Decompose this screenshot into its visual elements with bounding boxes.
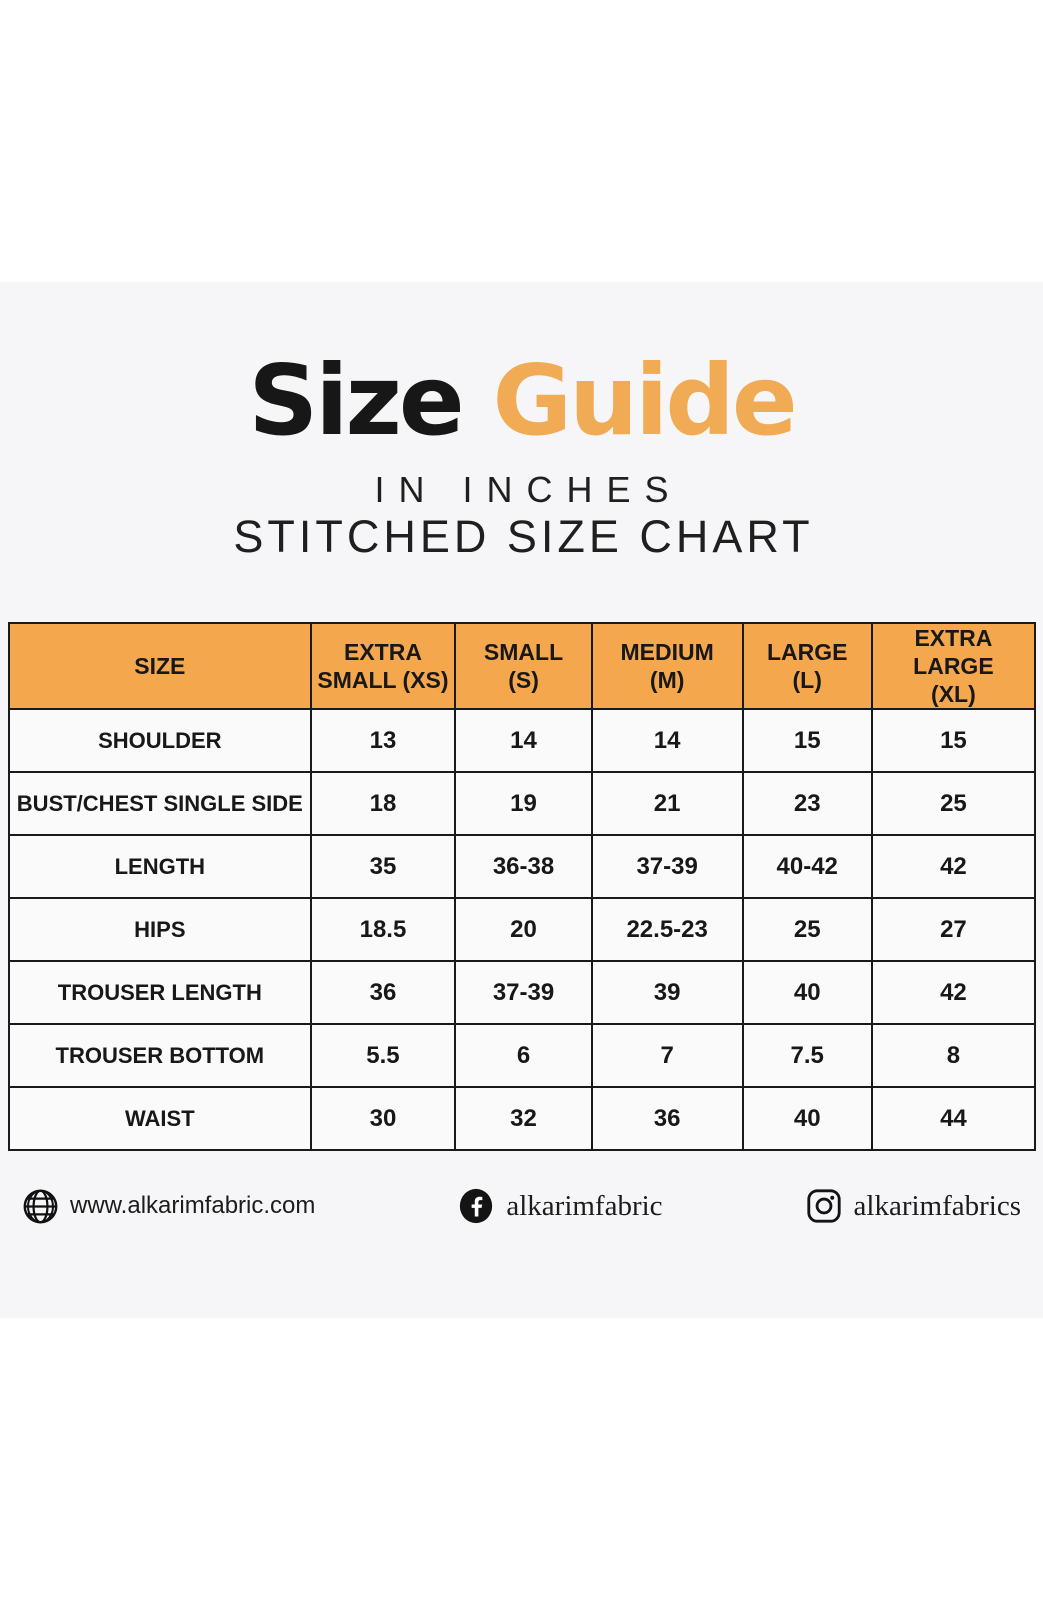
row-label: LENGTH — [8, 834, 312, 900]
measurement-cell: 42 — [870, 834, 1037, 900]
measurement-cell: 36-38 — [454, 834, 593, 900]
measurement-cell: 6 — [454, 1023, 593, 1089]
measurement-cell: 36 — [309, 960, 457, 1026]
measurement-cell: 20 — [454, 897, 593, 963]
website-url: www.alkarimfabric.com — [70, 1192, 316, 1219]
globe-icon — [23, 1189, 58, 1223]
table-row: HIPS 18.5 20 22.5-23 25 27 — [8, 897, 1037, 963]
header-cell: LARGE (L) — [741, 621, 873, 711]
subtitle-in-inches: IN INCHES — [374, 469, 683, 510]
measurement-cell: 14 — [590, 708, 744, 774]
row-label: TROUSER BOTTOM — [8, 1023, 312, 1089]
website-item: www.alkarimfabric.com — [22, 1188, 315, 1225]
measurement-cell: 39 — [590, 960, 744, 1026]
table-body: SHOULDER 13 14 14 15 15 BUST/CHEST SINGLE SIDE… — [8, 708, 1037, 1152]
table-row: TROUSER BOTTOM 5.5 6 7 7.5 8 — [8, 1023, 1037, 1089]
header-cell: SIZE — [8, 621, 312, 711]
table-row: WAIST 30 32 36 40 44 — [8, 1086, 1037, 1152]
measurement-cell: 35 — [309, 834, 457, 900]
title-word-guide: Guide — [492, 344, 797, 457]
row-label: SHOULDER — [8, 708, 312, 774]
measurement-cell: 37-39 — [590, 834, 744, 900]
instagram-handle: alkarimfabrics — [853, 1189, 1021, 1222]
page-title: Size Guide — [0, 352, 1043, 449]
table-header: SIZE EXTRA SMALL (XS) SMALL (S) MEDIUM (M) L… — [8, 621, 1037, 711]
row-label: TROUSER LENGTH — [8, 960, 312, 1026]
measurement-cell: 36 — [590, 1086, 744, 1152]
measurement-cell: 21 — [590, 771, 744, 837]
row-label: BUST/CHEST SINGLE SIDE — [8, 771, 312, 837]
measurement-cell: 18 — [309, 771, 457, 837]
measurement-cell: 27 — [870, 897, 1037, 963]
table-row: TROUSER LENGTH 36 37-39 39 40 42 — [8, 960, 1037, 1026]
measurement-cell: 30 — [309, 1086, 457, 1152]
measurement-cell: 7.5 — [741, 1023, 873, 1089]
subtitle-stitched-size-chart: STITCHED SIZE CHART — [233, 511, 814, 562]
table-row: SHOULDER 13 14 14 15 15 — [8, 708, 1037, 774]
measurement-cell: 22.5-23 — [590, 897, 744, 963]
header-cell: MEDIUM (M) — [590, 621, 744, 711]
measurement-cell: 23 — [741, 771, 873, 837]
header-row: SIZE EXTRA SMALL (XS) SMALL (S) MEDIUM (M) L… — [8, 621, 1037, 711]
instagram-item: alkarimfabrics — [805, 1187, 1021, 1225]
measurement-cell: 14 — [454, 708, 593, 774]
measurement-cell: 15 — [741, 708, 873, 774]
title-word-size: Size — [248, 344, 464, 457]
measurement-cell: 7 — [590, 1023, 744, 1089]
measurement-cell: 25 — [870, 771, 1037, 837]
measurement-cell: 37-39 — [454, 960, 593, 1026]
measurement-cell: 18.5 — [309, 897, 457, 963]
instagram-icon — [806, 1189, 841, 1223]
facebook-icon — [460, 1188, 493, 1224]
header-cell: SMALL (S) — [454, 621, 593, 711]
footer: www.alkarimfabric.com alkarimfabric alka… — [0, 1178, 1043, 1234]
table-row: LENGTH 35 36-38 37-39 40-42 42 — [8, 834, 1037, 900]
measurement-cell: 25 — [741, 897, 873, 963]
measurement-cell: 8 — [870, 1023, 1037, 1089]
header-cell: EXTRA SMALL (XS) — [309, 621, 457, 711]
measurement-cell: 5.5 — [309, 1023, 457, 1089]
measurement-cell: 15 — [870, 708, 1037, 774]
measurement-cell: 40 — [741, 960, 873, 1026]
row-label: HIPS — [8, 897, 312, 963]
facebook-item: alkarimfabric — [457, 1187, 663, 1225]
measurement-cell: 40 — [741, 1086, 873, 1152]
size-chart-table: SIZE EXTRA SMALL (XS) SMALL (S) MEDIUM (M) L… — [8, 621, 1037, 1152]
measurement-cell: 32 — [454, 1086, 593, 1152]
measurement-cell: 19 — [454, 771, 593, 837]
header-cell: EXTRA LARGE (XL) — [870, 621, 1037, 711]
facebook-handle: alkarimfabric — [506, 1189, 663, 1222]
table-row: BUST/CHEST SINGLE SIDE 18 19 21 23 25 — [8, 771, 1037, 837]
row-label: WAIST — [8, 1086, 312, 1152]
measurement-cell: 42 — [870, 960, 1037, 1026]
measurement-cell: 13 — [309, 708, 457, 774]
measurement-cell: 44 — [870, 1086, 1037, 1152]
measurement-cell: 40-42 — [741, 834, 873, 900]
